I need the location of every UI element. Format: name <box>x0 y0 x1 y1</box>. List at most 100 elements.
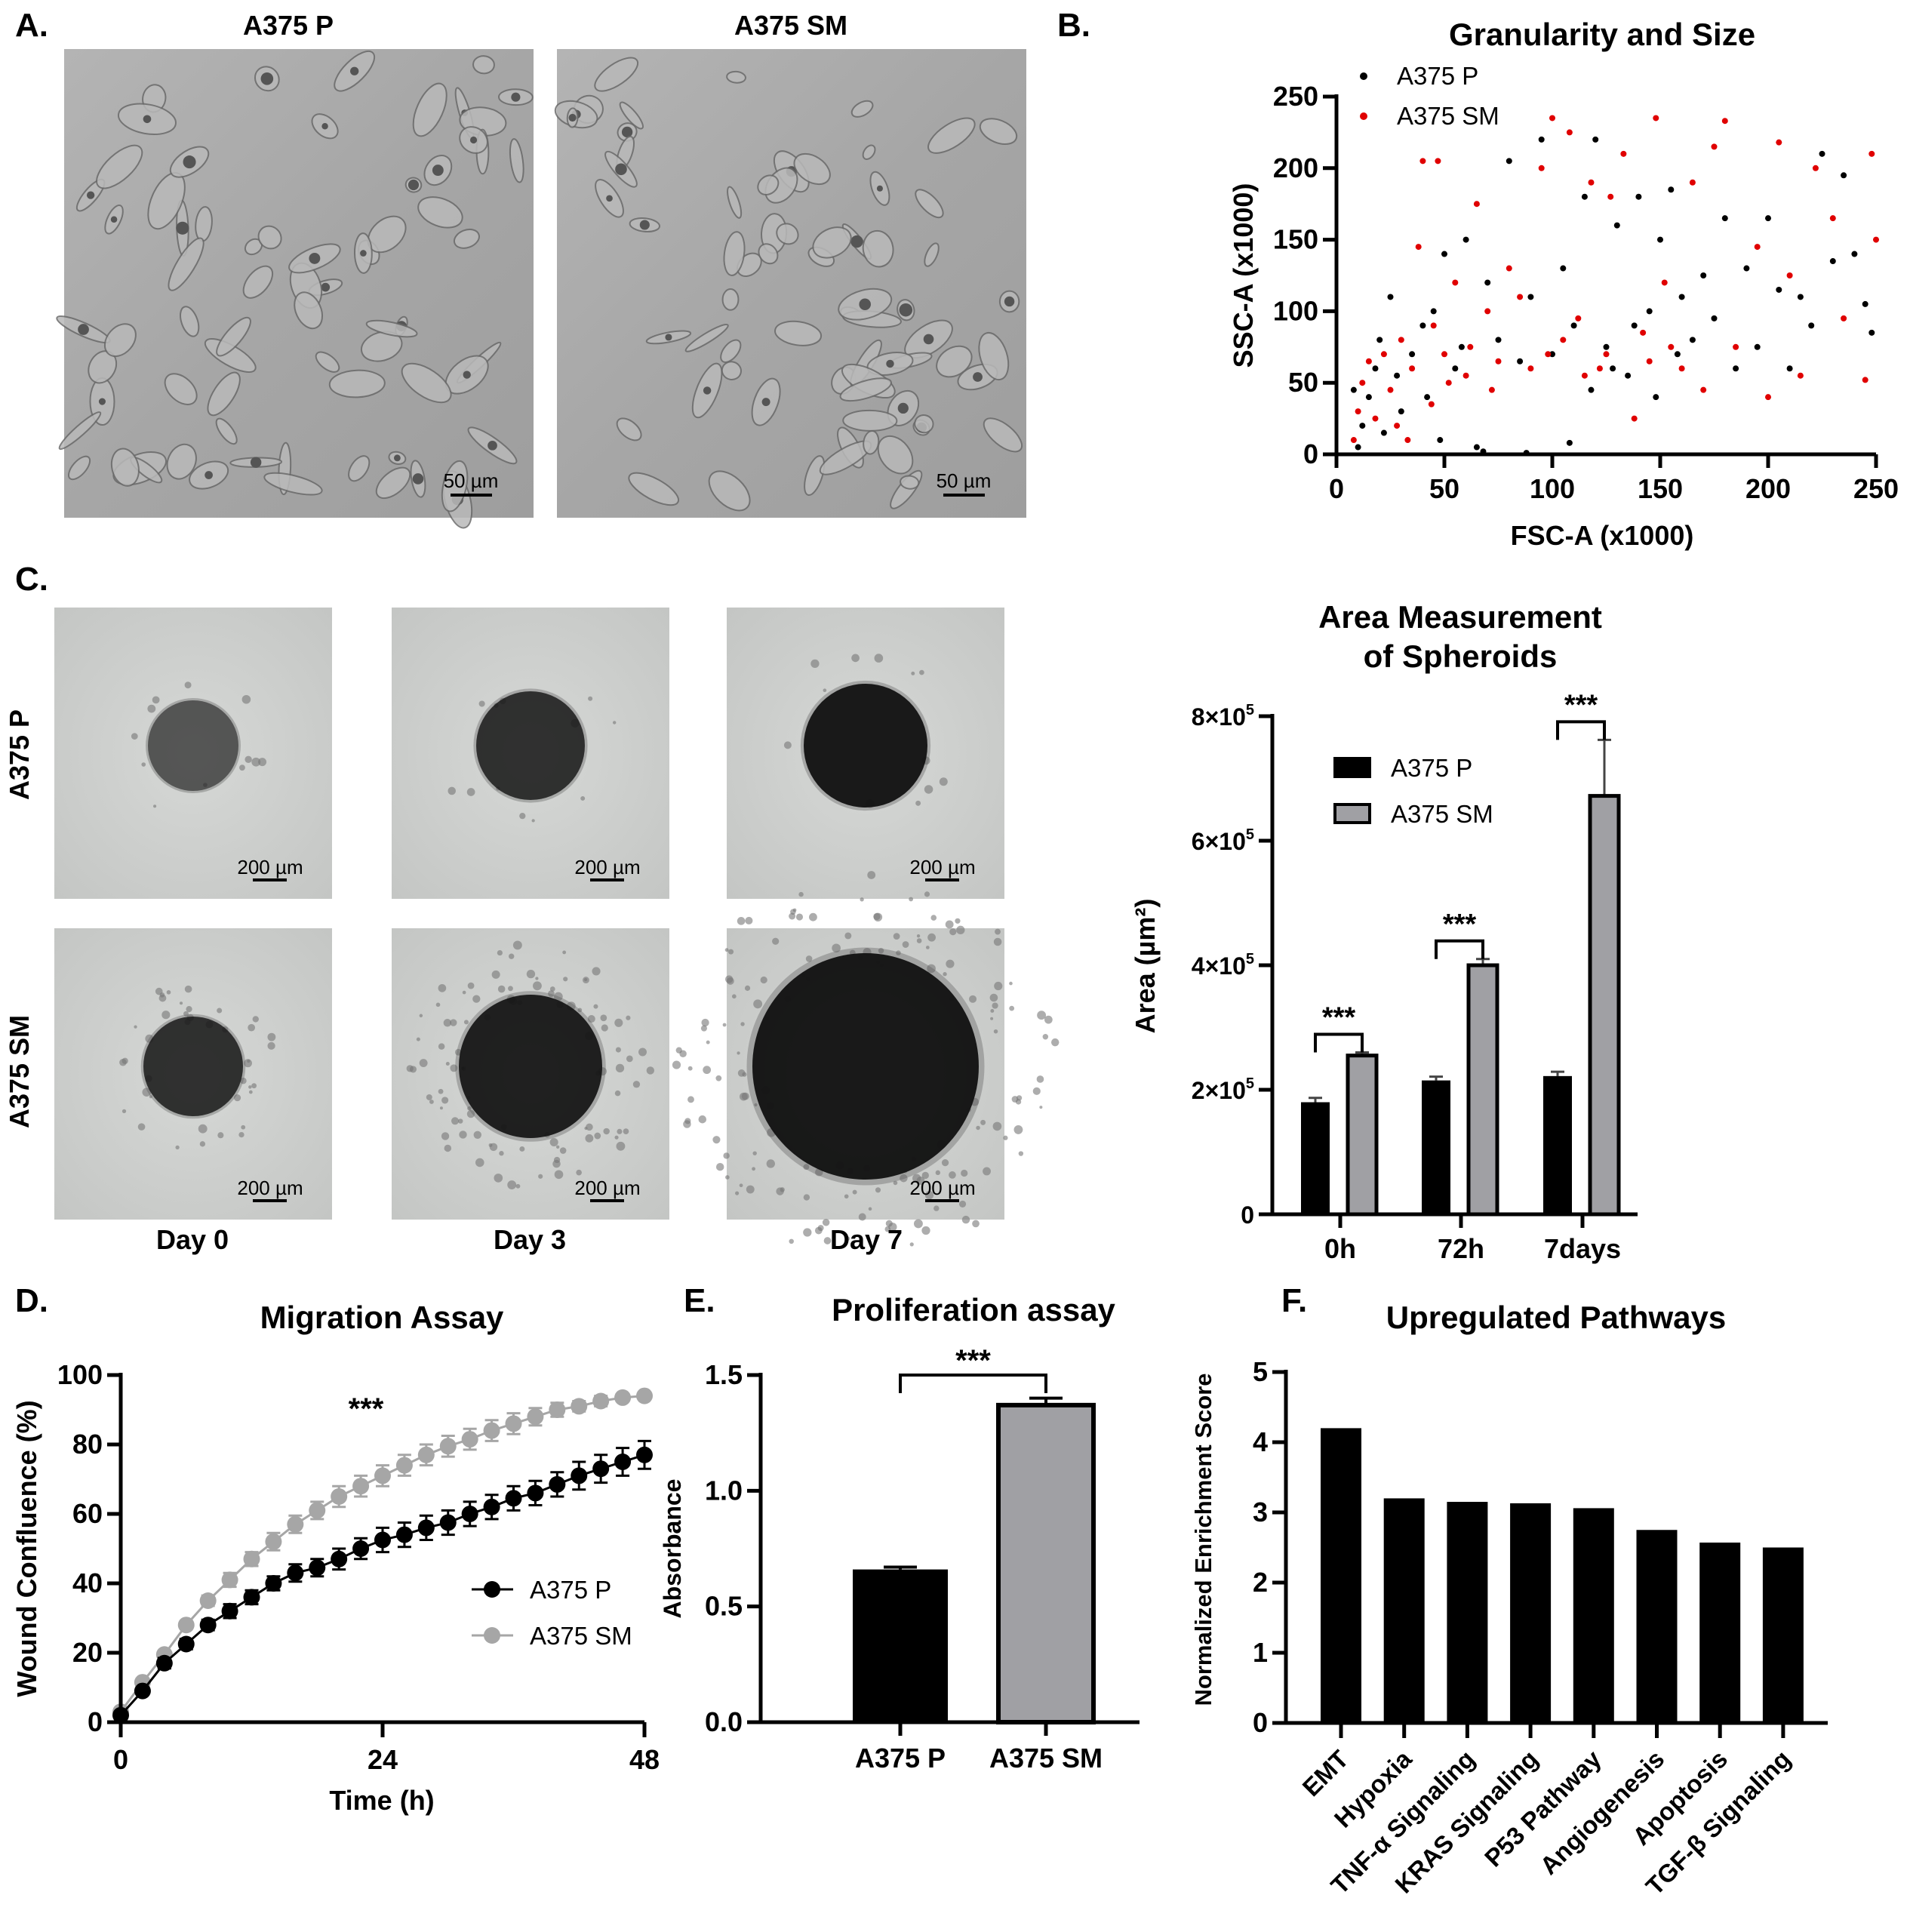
scatter-point-a375-sm <box>1428 401 1435 408</box>
panel-c-letter: C. <box>15 561 48 598</box>
cell-debris <box>860 897 864 902</box>
cell-debris <box>753 999 763 1009</box>
cell-shape <box>365 319 418 338</box>
chart-title: Granularity and Size <box>1449 17 1755 52</box>
y-tick-label: 0.0 <box>705 1706 743 1737</box>
cell-nucleus <box>183 155 196 169</box>
data-point-a375-p <box>461 1506 478 1522</box>
spheroid <box>459 995 602 1138</box>
cell-debris <box>147 704 156 713</box>
cell-debris <box>687 1096 694 1103</box>
x-tick-label: 0h <box>1324 1233 1356 1264</box>
cell-debris <box>916 1177 925 1185</box>
cell-debris <box>248 1085 252 1089</box>
cell-shape <box>328 369 386 398</box>
cell-debris <box>626 1055 633 1063</box>
data-point-a375-p <box>352 1540 370 1557</box>
scatter-point-a375-p <box>1786 365 1793 372</box>
cell-debris <box>983 1167 991 1176</box>
scale-bar-label: 200 µm <box>574 856 640 878</box>
cell-debris <box>617 1128 623 1134</box>
scatter-point-a375-sm <box>1435 158 1441 165</box>
bar-a375-p <box>1422 1080 1450 1214</box>
cell-debris <box>248 1090 253 1094</box>
cell-debris <box>141 762 146 767</box>
scatter-point-a375-sm <box>1365 358 1372 365</box>
scatter-point-a375-p <box>1394 372 1401 379</box>
cell-debris <box>933 1205 940 1211</box>
cell-debris <box>426 1094 432 1100</box>
cell-debris <box>914 1219 923 1229</box>
cell-debris <box>945 920 954 929</box>
cell-debris <box>615 1047 621 1053</box>
cell-debris <box>429 1100 434 1104</box>
scale-bar-label: 200 µm <box>909 856 975 878</box>
cell-debris <box>563 977 568 982</box>
col-label-day0: Day 0 <box>156 1224 229 1255</box>
cell-shape <box>103 323 137 358</box>
cell-debris <box>949 1171 956 1179</box>
scatter-point-a375-p <box>1350 386 1357 393</box>
cell-debris <box>419 1059 428 1068</box>
cell-debris <box>473 1131 481 1139</box>
y-tick-label: 0 <box>88 1706 103 1737</box>
scatter-point-a375-p <box>1365 394 1372 401</box>
cell-shape <box>96 144 143 189</box>
cell-debris <box>725 1175 730 1180</box>
scatter-point-a375-sm <box>1603 351 1610 358</box>
cell-nucleus <box>487 440 497 451</box>
data-point-a375-p <box>439 1514 457 1531</box>
x-tick-label: A375 P <box>855 1743 946 1774</box>
data-point-a375-p <box>636 1446 653 1463</box>
cell-shape <box>757 174 780 195</box>
data-point-a375-p <box>505 1490 522 1507</box>
cell-debris <box>814 1226 823 1235</box>
cell-debris <box>533 981 542 991</box>
x-tick-label: A375 SM <box>989 1743 1103 1774</box>
scatter-point-a375-p <box>1635 193 1642 200</box>
cell-debris <box>137 1123 146 1131</box>
x-tick-label: EMT <box>1297 1745 1354 1801</box>
cell-shape <box>983 417 1023 453</box>
data-point-a375-sm <box>352 1478 370 1495</box>
cell-shape <box>207 371 241 417</box>
cell-debris <box>166 990 171 995</box>
scatter-point-a375-sm <box>1355 408 1361 415</box>
cell-debris <box>888 1223 897 1232</box>
scatter-point-a375-sm <box>1566 129 1573 136</box>
scatter-point-a375-sm <box>1631 415 1638 422</box>
cell-debris <box>969 995 977 1003</box>
cell-shape <box>67 455 91 481</box>
cell-debris <box>199 1141 206 1147</box>
cell-debris <box>754 1103 758 1107</box>
row-label-sm: A375 SM <box>4 1015 35 1128</box>
cell-debris <box>614 1090 621 1097</box>
cell-debris <box>723 1152 730 1159</box>
scatter-point-a375-sm <box>1588 179 1595 186</box>
scatter-point-a375-sm <box>1596 365 1603 372</box>
scatter-point-a375-sm <box>1452 279 1459 286</box>
data-point-a375-sm <box>461 1431 478 1448</box>
scatter-point-a375-sm <box>1415 244 1422 251</box>
data-point-a375-sm <box>395 1457 413 1474</box>
scatter-point-a375-p <box>1441 251 1447 257</box>
cell-nucleus <box>321 282 331 292</box>
cell-debris <box>121 1057 128 1064</box>
data-point-a375-p <box>177 1635 195 1653</box>
cell-debris <box>614 1018 623 1027</box>
cell-debris <box>183 1011 189 1017</box>
significance-label: *** <box>1564 689 1598 721</box>
cell-debris <box>549 986 555 992</box>
cell-shape <box>793 152 831 186</box>
significance-label: *** <box>1322 1002 1356 1034</box>
cell-debris <box>134 1025 137 1029</box>
cell-debris <box>584 1126 588 1131</box>
cell-nucleus <box>205 471 213 479</box>
cell-debris <box>548 990 555 997</box>
cell-debris <box>980 1119 986 1125</box>
cell-shape <box>180 306 200 337</box>
y-tick-label: 0 <box>1241 1201 1254 1229</box>
legend-label: A375 P <box>1397 62 1478 90</box>
scatter-point-a375-sm <box>1506 265 1512 272</box>
bar-pathway <box>1510 1503 1552 1723</box>
